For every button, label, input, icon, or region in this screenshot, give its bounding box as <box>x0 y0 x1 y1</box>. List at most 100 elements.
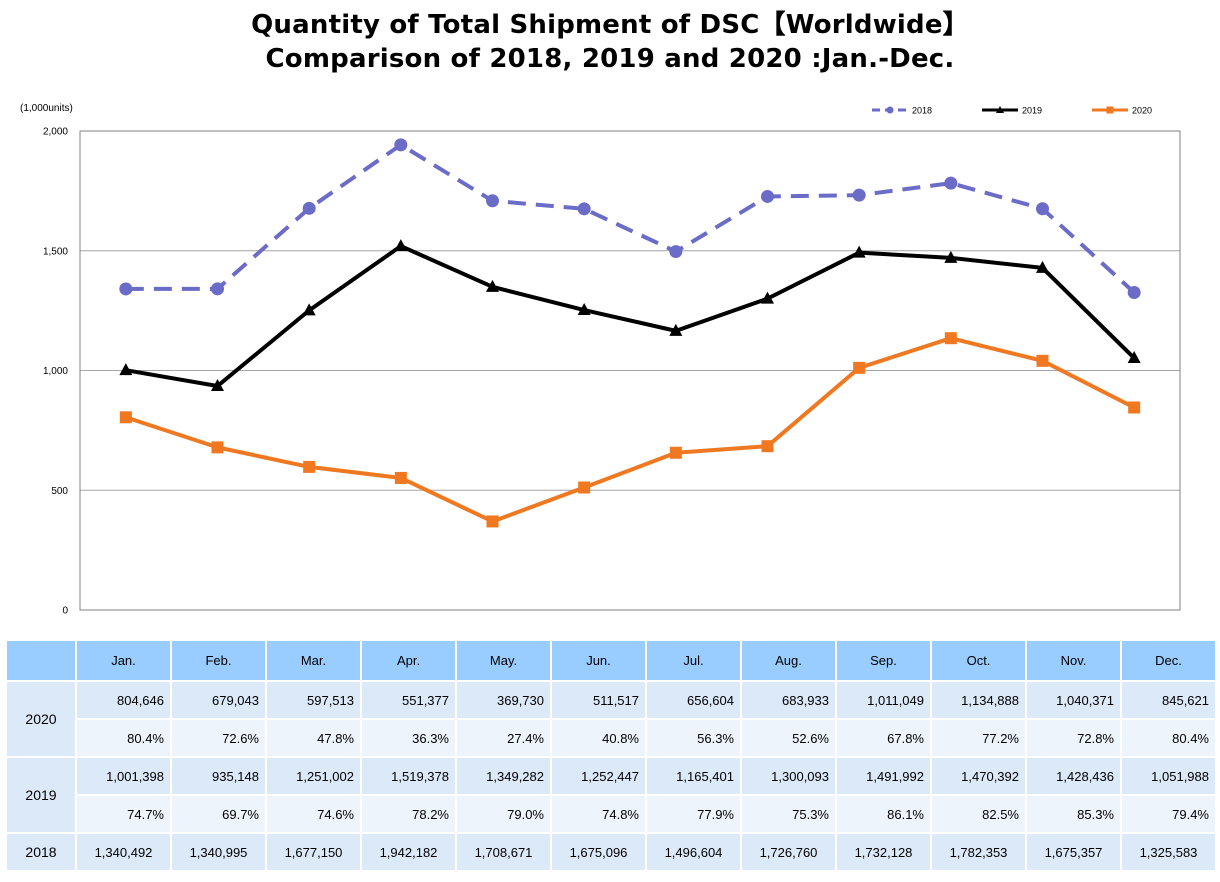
percent-cell: 69.7% <box>170 794 267 834</box>
legend-label-2018: 2018 <box>912 106 932 116</box>
y-tick-label: 1,000 <box>43 366 68 377</box>
quantity-cell: 1,491,992 <box>835 756 932 796</box>
quantity-cell: 1,040,371 <box>1025 680 1122 720</box>
percent-cell: 75.3% <box>740 794 837 834</box>
table-row: 74.7% 69.7% 74.6% 78.2% 79.0% 74.8% 77.9% 75.3%… <box>6 794 1217 834</box>
data-point-2020 <box>853 361 866 374</box>
percent-cell: 77.2% <box>930 718 1027 758</box>
data-point-2019 <box>944 250 958 263</box>
data-point-2019 <box>1127 351 1141 364</box>
y-tick-label: 1,500 <box>43 246 68 257</box>
quantity-cell: 1,496,604 <box>645 832 742 872</box>
quantity-cell: 1,708,671 <box>455 832 552 872</box>
percent-cell: 78.2% <box>360 794 457 834</box>
chart-subtitle: Comparison of 2018, 2019 and 2020 :Jan.-… <box>265 44 955 74</box>
quantity-cell: 683,933 <box>740 680 837 720</box>
month-header: Nov. <box>1025 639 1122 682</box>
quantity-cell: 1,134,888 <box>930 680 1027 720</box>
data-point-2020 <box>1128 401 1141 414</box>
data-point-2018 <box>394 138 408 152</box>
legend-label-2019: 2019 <box>1022 106 1042 116</box>
data-table: Jan. Feb. Mar. Apr. May. Jun. Jul. Aug. Sep. Oct.… <box>5 639 1217 872</box>
quantity-cell: 1,251,002 <box>265 756 362 796</box>
data-point-2019 <box>761 291 774 304</box>
quantity-cell: 1,519,378 <box>360 756 457 796</box>
quantity-cell: 656,604 <box>645 680 742 720</box>
quantity-cell: 1,675,096 <box>550 832 647 872</box>
data-point-2019 <box>486 279 499 292</box>
data-point-2018 <box>119 282 133 296</box>
quantity-cell: 1,165,401 <box>645 756 742 796</box>
data-point-2020 <box>394 471 407 484</box>
percent-cell: 27.4% <box>455 718 552 758</box>
percent-cell: 52.6% <box>740 718 837 758</box>
percent-cell: 56.3% <box>645 718 742 758</box>
quantity-cell: 1,677,150 <box>265 832 362 872</box>
percent-cell: 77.9% <box>645 794 742 834</box>
data-point-2018 <box>761 189 774 203</box>
y-tick-label: 2,000 <box>43 127 68 138</box>
percent-cell: 85.3% <box>1025 794 1122 834</box>
table-row: 2018 1,340,492 1,340,995 1,677,150 1,942,182… <box>5 832 1217 872</box>
percent-cell: 40.8% <box>550 718 647 758</box>
quantity-cell: 1,051,988 <box>1120 756 1217 796</box>
table-row: 2019 1,001,398 935,148 1,251,002 1,519,378 1,… <box>5 756 1217 834</box>
quantity-cell: 1,470,392 <box>930 756 1027 796</box>
percent-cell: 47.8% <box>265 718 362 758</box>
series-line-2020 <box>125 336 1136 524</box>
year-cell: 2018 <box>5 832 77 872</box>
data-point-2020 <box>761 440 774 453</box>
data-point-2020 <box>944 332 957 345</box>
percent-cell: 80.4% <box>75 718 172 758</box>
month-header: Jan. <box>75 639 172 682</box>
quantity-cell: 1,675,357 <box>1025 832 1122 872</box>
table-row: 2020 804,646 679,043 597,513 551,377 369,730 5… <box>5 680 1217 758</box>
month-header: Jul. <box>645 639 742 682</box>
quantity-cell: 597,513 <box>265 680 362 720</box>
data-point-2020 <box>119 411 132 424</box>
data-point-2018 <box>211 282 224 296</box>
month-header: May. <box>455 639 552 682</box>
quantity-cell: 369,730 <box>455 680 552 720</box>
data-point-2018 <box>1127 286 1141 300</box>
month-header: Oct. <box>930 639 1027 682</box>
quantity-cell: 1,340,995 <box>170 832 267 872</box>
legend-marker-2020 <box>1106 106 1114 114</box>
quantity-cell: 1,732,128 <box>835 832 932 872</box>
quantity-cell: 1,782,353 <box>930 832 1027 872</box>
quantity-cell: 1,252,447 <box>550 756 647 796</box>
data-point-2018 <box>669 245 683 259</box>
month-header: Aug. <box>740 639 837 682</box>
line-chart: 0 500 1,000 1,500 2,000 (1,000units) 2018 2019 2… <box>20 103 1181 617</box>
year-cell: 2020 <box>5 680 77 758</box>
data-point-2020 <box>303 460 316 473</box>
percent-cell: 82.5% <box>930 794 1027 834</box>
month-header: Apr. <box>360 639 457 682</box>
y-tick-label: 500 <box>51 486 68 497</box>
quantity-cell: 1,726,760 <box>740 832 837 872</box>
data-point-2020 <box>578 481 591 494</box>
data-point-2018 <box>486 194 499 208</box>
data-point-2018 <box>1036 202 1049 216</box>
data-point-2020 <box>1036 354 1049 367</box>
data-point-2020 <box>486 515 499 528</box>
y-tick-label: 0 <box>62 606 68 617</box>
legend-label-2020: 2020 <box>1132 106 1152 116</box>
legend-marker-2019 <box>996 106 1004 113</box>
data-point-2019 <box>852 245 866 258</box>
table-header-row: Jan. Feb. Mar. Apr. May. Jun. Jul. Aug. Sep. Oct.… <box>5 639 1217 682</box>
percent-cell: 72.6% <box>170 718 267 758</box>
data-point-2018 <box>302 201 316 215</box>
quantity-cell: 511,517 <box>550 680 647 720</box>
month-header: Feb. <box>170 639 267 682</box>
data-point-2019 <box>211 379 224 392</box>
percent-cell: 86.1% <box>835 794 932 834</box>
data-point-2018 <box>577 202 591 216</box>
plot-area <box>79 130 1181 611</box>
quantity-cell: 1,942,182 <box>360 832 457 872</box>
series-line-2019 <box>125 244 1136 389</box>
data-point-2018 <box>852 188 866 202</box>
quantity-cell: 1,011,049 <box>835 680 932 720</box>
chart-title: Quantity of Total Shipment of DSC【Worldw… <box>251 10 969 40</box>
quantity-cell: 1,349,282 <box>455 756 552 796</box>
